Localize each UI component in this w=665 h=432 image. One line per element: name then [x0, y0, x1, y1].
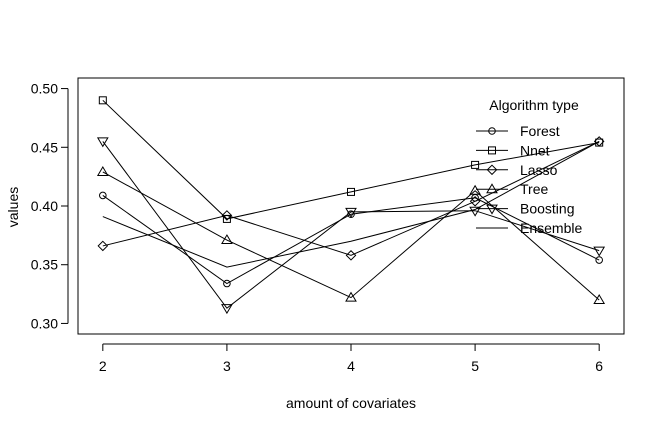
- series-nnet: [98, 96, 604, 223]
- series-ensemble: [102, 140, 600, 268]
- data-point-tree: [593, 293, 606, 304]
- series-line-tree: [102, 171, 600, 301]
- y-tick-label: 0.30: [31, 315, 58, 331]
- legend-label-ensemble: Ensemble: [520, 220, 582, 236]
- data-point-boosting: [345, 207, 357, 218]
- x-tick-label: 4: [347, 358, 355, 374]
- legend-marker-nnet: [488, 146, 496, 155]
- legend-item-nnet: Nnet: [476, 142, 550, 158]
- series-line-ensemble: [102, 140, 600, 268]
- y-tick-label: 0.35: [31, 257, 58, 273]
- series-line-boosting: [102, 141, 600, 309]
- data-point-nnet: [471, 160, 480, 169]
- data-point-boosting: [469, 206, 481, 217]
- legend-item-boosting: Boosting: [476, 201, 574, 217]
- data-point-boosting: [221, 304, 233, 315]
- data-point-boosting: [96, 137, 109, 148]
- axes: 2 3 4 5 6 0.30 0.35 0.40 0.45 0.50: [31, 77, 625, 374]
- legend-marker-forest: [488, 127, 496, 135]
- x-tick-label: 2: [99, 358, 107, 374]
- legend-item-lasso: Lasso: [476, 162, 558, 178]
- legend-marker-boosting: [486, 204, 498, 215]
- data-point-lasso: [97, 240, 109, 252]
- y-axis-label: values: [5, 187, 21, 227]
- y-tick-label: 0.45: [31, 139, 58, 155]
- x-axis-label: amount of covariates: [286, 395, 416, 411]
- data-point-lasso: [221, 210, 233, 221]
- series-line-nnet: [102, 99, 600, 220]
- data-point-boosting: [593, 246, 606, 257]
- series-tree: [96, 165, 606, 304]
- data-point-tree: [96, 165, 109, 176]
- x-tick-label: 3: [223, 358, 231, 374]
- data-point-lasso: [345, 250, 357, 261]
- legend-label-lasso: Lasso: [520, 162, 558, 178]
- legend-label-boosting: Boosting: [520, 201, 574, 217]
- series-lasso: [97, 136, 605, 261]
- legend-label-tree: Tree: [520, 181, 548, 197]
- legend-item-tree: Tree: [476, 181, 548, 197]
- plot-frame: [77, 77, 625, 335]
- x-tick-label: 5: [471, 358, 479, 374]
- legend-item-ensemble: Ensemble: [476, 220, 582, 236]
- legend-marker-lasso: [486, 164, 498, 176]
- y-tick-label: 0.50: [31, 81, 58, 97]
- data-point-tree: [221, 234, 233, 245]
- legend-label-nnet: Nnet: [520, 142, 550, 158]
- legend-title: Algorithm type: [489, 97, 579, 113]
- y-tick-label: 0.40: [31, 198, 58, 214]
- legend-label-forest: Forest: [520, 123, 560, 139]
- legend-marker-tree: [486, 183, 498, 194]
- plot-area: [96, 96, 606, 315]
- data-point-forest: [223, 279, 231, 288]
- x-tick-label: 6: [595, 358, 603, 374]
- series-line-lasso: [102, 140, 600, 256]
- data-point-lasso: [593, 136, 605, 147]
- data-point-forest: [99, 191, 107, 200]
- series-boosting: [96, 137, 606, 315]
- series-line-forest: [102, 195, 600, 285]
- data-point-nnet: [98, 96, 107, 105]
- data-point-nnet: [347, 187, 355, 196]
- data-point-forest: [595, 256, 603, 264]
- data-point-tree: [469, 184, 481, 195]
- data-point-tree: [345, 291, 357, 302]
- data-point-lasso: [469, 195, 481, 207]
- legend: Algorithm type Forest Nnet Lasso Tree Boosti…: [476, 97, 582, 236]
- legend-item-forest: Forest: [476, 123, 560, 139]
